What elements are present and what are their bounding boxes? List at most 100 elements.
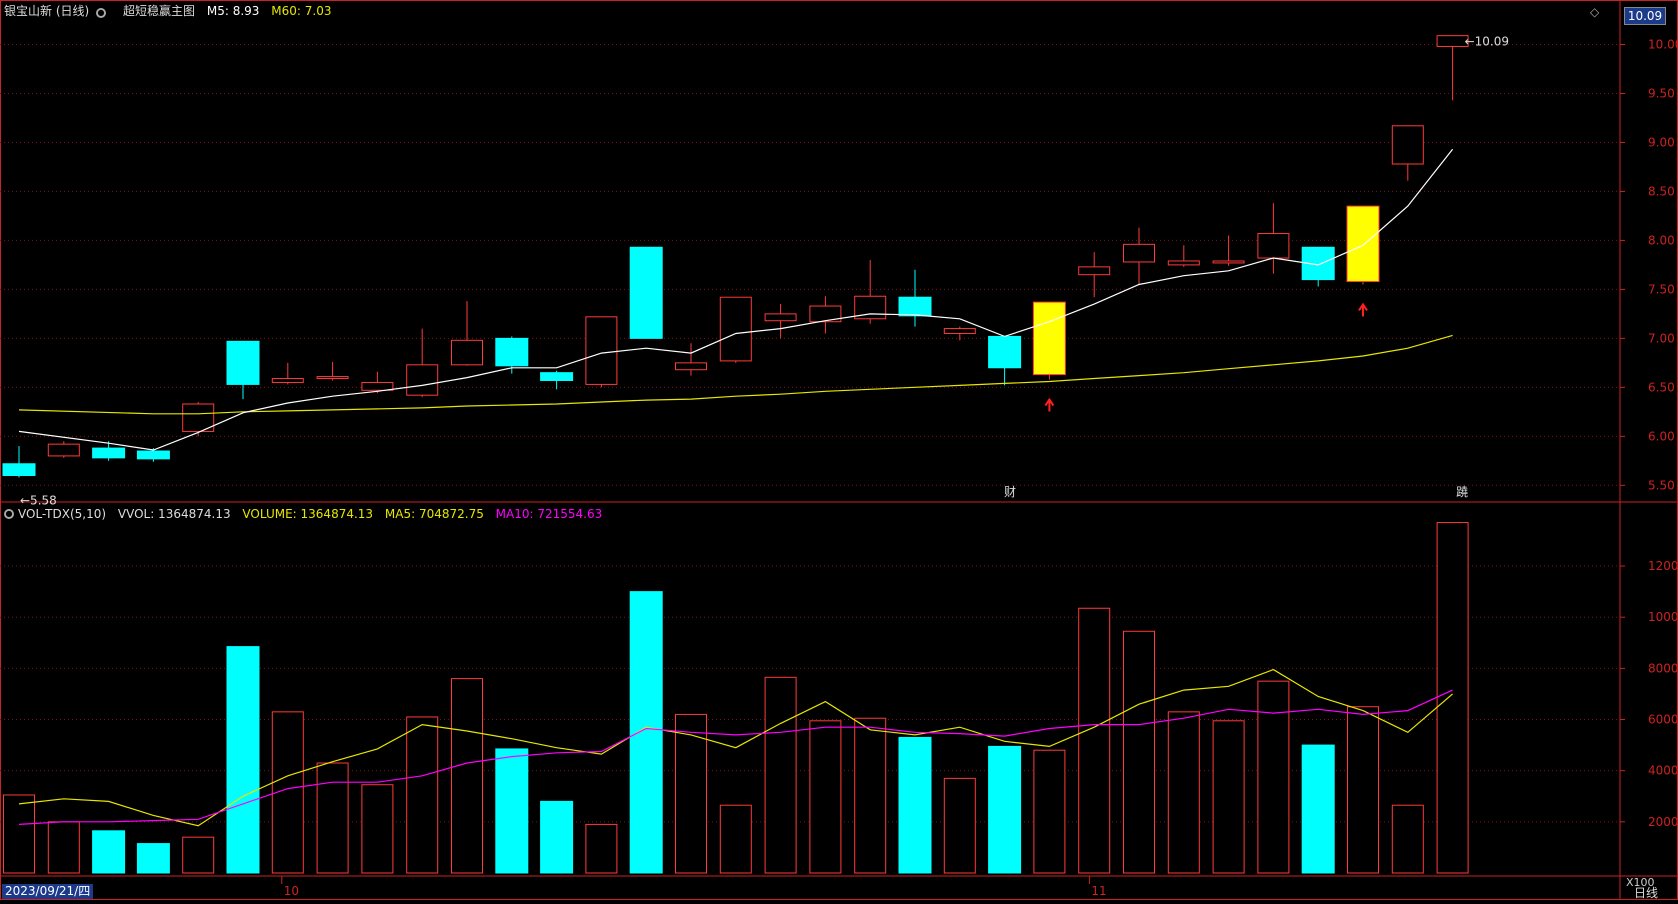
month-label-11: 11 <box>1091 884 1106 898</box>
price-tick-label: 8.50 <box>1648 184 1675 198</box>
candle-up[interactable] <box>585 316 618 385</box>
candle-up[interactable] <box>182 403 215 432</box>
volume-bar-up[interactable] <box>675 713 707 874</box>
volume-bar-up[interactable] <box>451 678 483 874</box>
vol-settings-icon[interactable]: ● <box>4 509 14 519</box>
candle-up[interactable] <box>271 378 304 383</box>
volume-bar-up[interactable] <box>1033 749 1066 874</box>
candle-up[interactable] <box>1123 243 1155 263</box>
candle-down[interactable] <box>136 450 170 460</box>
volume-bar-down[interactable] <box>629 591 663 874</box>
candle-up[interactable] <box>451 339 483 366</box>
volume-bar-up[interactable] <box>1436 522 1469 874</box>
candle-up[interactable] <box>1078 266 1111 276</box>
candle-up[interactable] <box>361 381 394 391</box>
price-tick-label: 7.50 <box>1648 282 1675 296</box>
settings-icon[interactable]: ● <box>96 8 106 18</box>
diamond-icon[interactable]: ◇ <box>1590 5 1600 19</box>
price-tick-label: 9.00 <box>1648 135 1675 149</box>
volume-ma5-line <box>18 668 1453 827</box>
candle-up[interactable] <box>1167 260 1200 266</box>
candle-up[interactable] <box>943 328 976 334</box>
volume-bar-up[interactable] <box>585 823 618 874</box>
current-price-tag: 10.09 <box>1624 7 1666 25</box>
volume-bar-down[interactable] <box>92 830 126 874</box>
candle-up[interactable] <box>47 443 80 457</box>
finance-marker: 财 <box>1004 485 1016 499</box>
candle-up[interactable] <box>1391 125 1424 165</box>
vvol-legend: VVOL: 1364874.13 <box>117 507 231 521</box>
volume-bar-up[interactable] <box>854 717 887 874</box>
candle-up[interactable] <box>1436 35 1469 47</box>
volume-tick-label: 10000 <box>1648 610 1678 624</box>
candle-down[interactable] <box>495 337 529 367</box>
volume-bar-up[interactable] <box>809 720 842 874</box>
volume-bar-up[interactable] <box>764 676 797 874</box>
m60-legend: M60: 7.03 <box>271 4 332 18</box>
volume-bar-up[interactable] <box>1391 804 1424 874</box>
volume-tick-label: 2000 <box>1648 815 1678 829</box>
candle-down[interactable] <box>540 372 574 381</box>
volume-bar-up[interactable] <box>1167 711 1200 874</box>
candle-up[interactable] <box>675 362 707 371</box>
vol-indicator-name[interactable]: VOL-TDX(5,10) <box>18 507 107 521</box>
m5-line <box>18 148 1454 451</box>
ma5-legend: MA5: 704872.75 <box>384 507 484 521</box>
volume-bar-up[interactable] <box>316 762 349 874</box>
period-label[interactable]: 日线 <box>1634 886 1659 900</box>
m60-line <box>18 334 1453 415</box>
ma10-legend: MA10: 721554.63 <box>495 507 603 521</box>
price-tick-label: 10.00 <box>1648 37 1678 51</box>
buy-arrow-icon <box>1358 302 1368 317</box>
volume-bar-up[interactable] <box>47 821 80 874</box>
volume-bar-down[interactable] <box>540 800 574 874</box>
volume-bar-up[interactable] <box>1347 706 1379 874</box>
volume-bar-up[interactable] <box>1078 607 1111 874</box>
candle-down[interactable] <box>988 335 1022 369</box>
volume-bar-down[interactable] <box>136 843 170 874</box>
volume-bar-up[interactable] <box>1257 680 1290 874</box>
candle-down[interactable] <box>898 296 932 317</box>
volume-bar-down[interactable] <box>226 646 260 874</box>
volume-bar-down[interactable] <box>988 745 1022 874</box>
candle-up[interactable] <box>764 313 797 322</box>
low-price-label: ←5.58 <box>20 493 57 507</box>
candle-up[interactable] <box>1257 233 1290 259</box>
volume-legend: VOLUME: 1364874.13 <box>242 507 374 521</box>
signal-candle[interactable] <box>1346 205 1380 283</box>
volume-bar-up[interactable] <box>182 836 215 874</box>
volume-bar-down[interactable] <box>898 736 932 874</box>
candle-up[interactable] <box>719 296 752 362</box>
candle-down[interactable] <box>629 246 663 339</box>
indicator-name[interactable]: 超短稳赢主图 <box>123 4 196 18</box>
volume-tick-label: 12000 <box>1648 559 1678 573</box>
buy-arrow-icon <box>1044 397 1055 412</box>
volume-bar-up[interactable] <box>3 794 35 874</box>
volume-bar-up[interactable] <box>361 784 394 874</box>
volume-bar-up[interactable] <box>943 777 976 874</box>
main-chart-header: 银宝山新 (日线) ● 超短稳赢主图 M5: 8.93 M60: 7.03 <box>4 1 339 21</box>
signal-candle[interactable] <box>1032 301 1066 376</box>
candle-up[interactable] <box>809 305 842 323</box>
candle-up[interactable] <box>406 364 439 396</box>
volume-tick-label: 8000 <box>1648 661 1678 675</box>
volume-bar-up[interactable] <box>719 804 752 874</box>
candle-up[interactable] <box>1212 260 1245 264</box>
volume-header: VOL-TDX(5,10) VVOL: 1364874.13 VOLUME: 1… <box>4 504 610 524</box>
stock-name[interactable]: 银宝山新 (日线) <box>4 4 90 18</box>
candle-down[interactable] <box>92 447 126 459</box>
candle-down[interactable] <box>2 463 36 477</box>
volume-bar-up[interactable] <box>1123 630 1155 874</box>
candle-up[interactable] <box>316 376 349 380</box>
high-price-label: ←10.09 <box>1465 35 1509 49</box>
volume-tick-label: 4000 <box>1648 764 1678 778</box>
volume-bar-down[interactable] <box>495 748 529 874</box>
volume-bar-down[interactable] <box>1301 744 1335 874</box>
price-tick-label: 6.00 <box>1648 429 1675 443</box>
candle-up[interactable] <box>854 295 887 320</box>
volume-bar-up[interactable] <box>406 716 439 874</box>
volume-bar-up[interactable] <box>1212 720 1245 874</box>
candle-down[interactable] <box>226 340 260 385</box>
